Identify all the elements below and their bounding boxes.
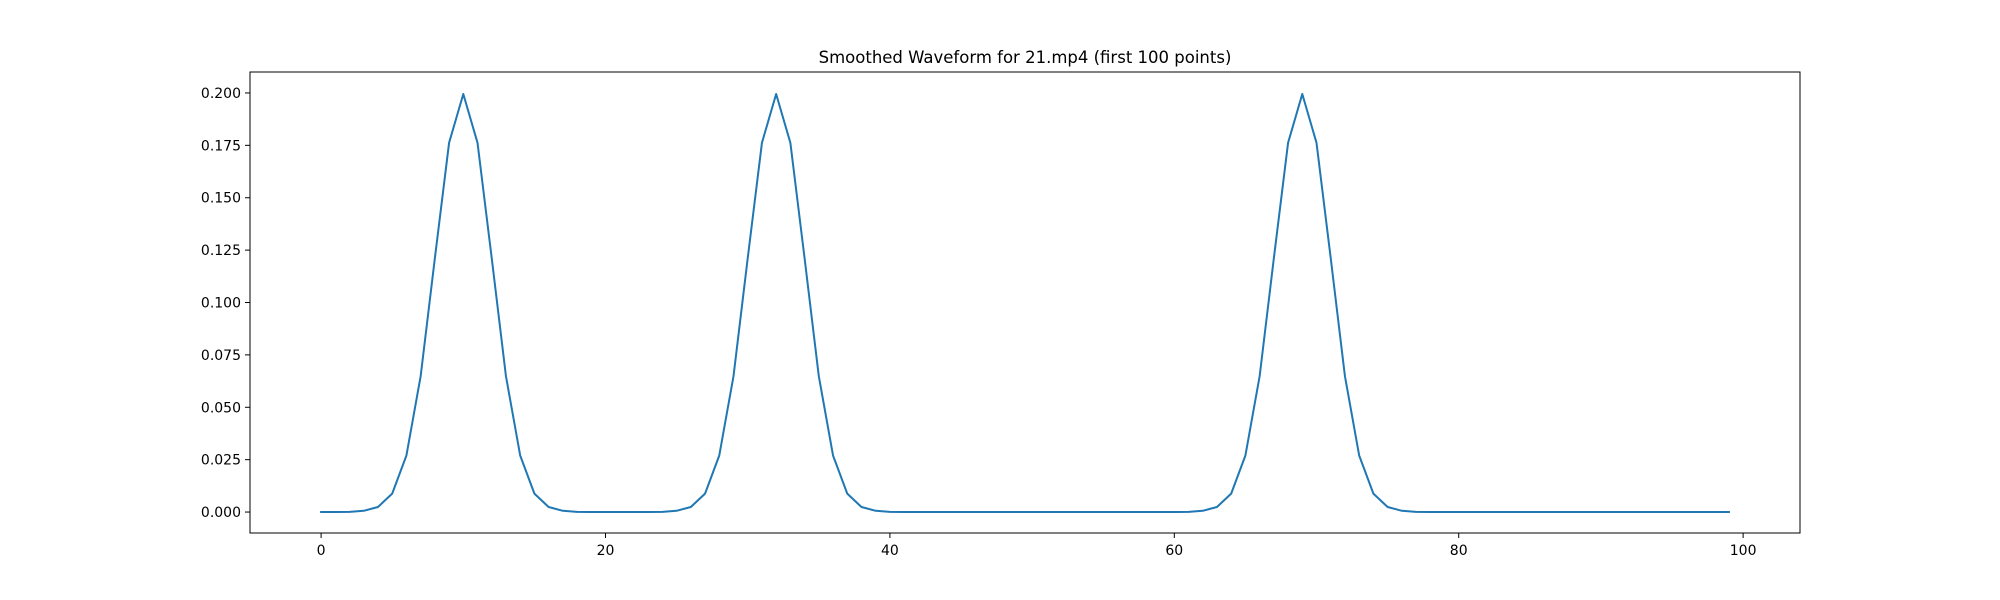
y-tick-label: 0.150 <box>201 191 241 207</box>
y-tick-label: 0.075 <box>201 348 241 364</box>
x-tick-label: 60 <box>1165 543 1183 559</box>
y-axis: 0.000 0.025 0.050 0.075 0.100 0.125 0.150 0.175… <box>201 86 250 521</box>
y-tick-label: 0.000 <box>201 505 241 521</box>
x-axis: 0 20 40 60 80 100 <box>317 533 1757 559</box>
x-tick-label: 20 <box>597 543 615 559</box>
y-tick-label: 0.025 <box>201 453 241 469</box>
chart-title: Smoothed Waveform for 21.mp4 (first 100 … <box>819 48 1232 67</box>
series-line <box>320 93 1730 514</box>
y-tick-label: 0.100 <box>201 296 241 312</box>
x-tick-label: 100 <box>1730 543 1757 559</box>
y-tick-label: 0.125 <box>201 243 241 259</box>
y-tick-label: 0.175 <box>201 138 241 154</box>
y-tick-label: 0.200 <box>201 86 241 102</box>
x-tick-label: 40 <box>881 543 899 559</box>
plot-frame <box>249 71 1801 534</box>
x-tick-label: 80 <box>1450 543 1468 559</box>
x-tick-label: 0 <box>317 543 326 559</box>
y-tick-label: 0.050 <box>201 400 241 416</box>
